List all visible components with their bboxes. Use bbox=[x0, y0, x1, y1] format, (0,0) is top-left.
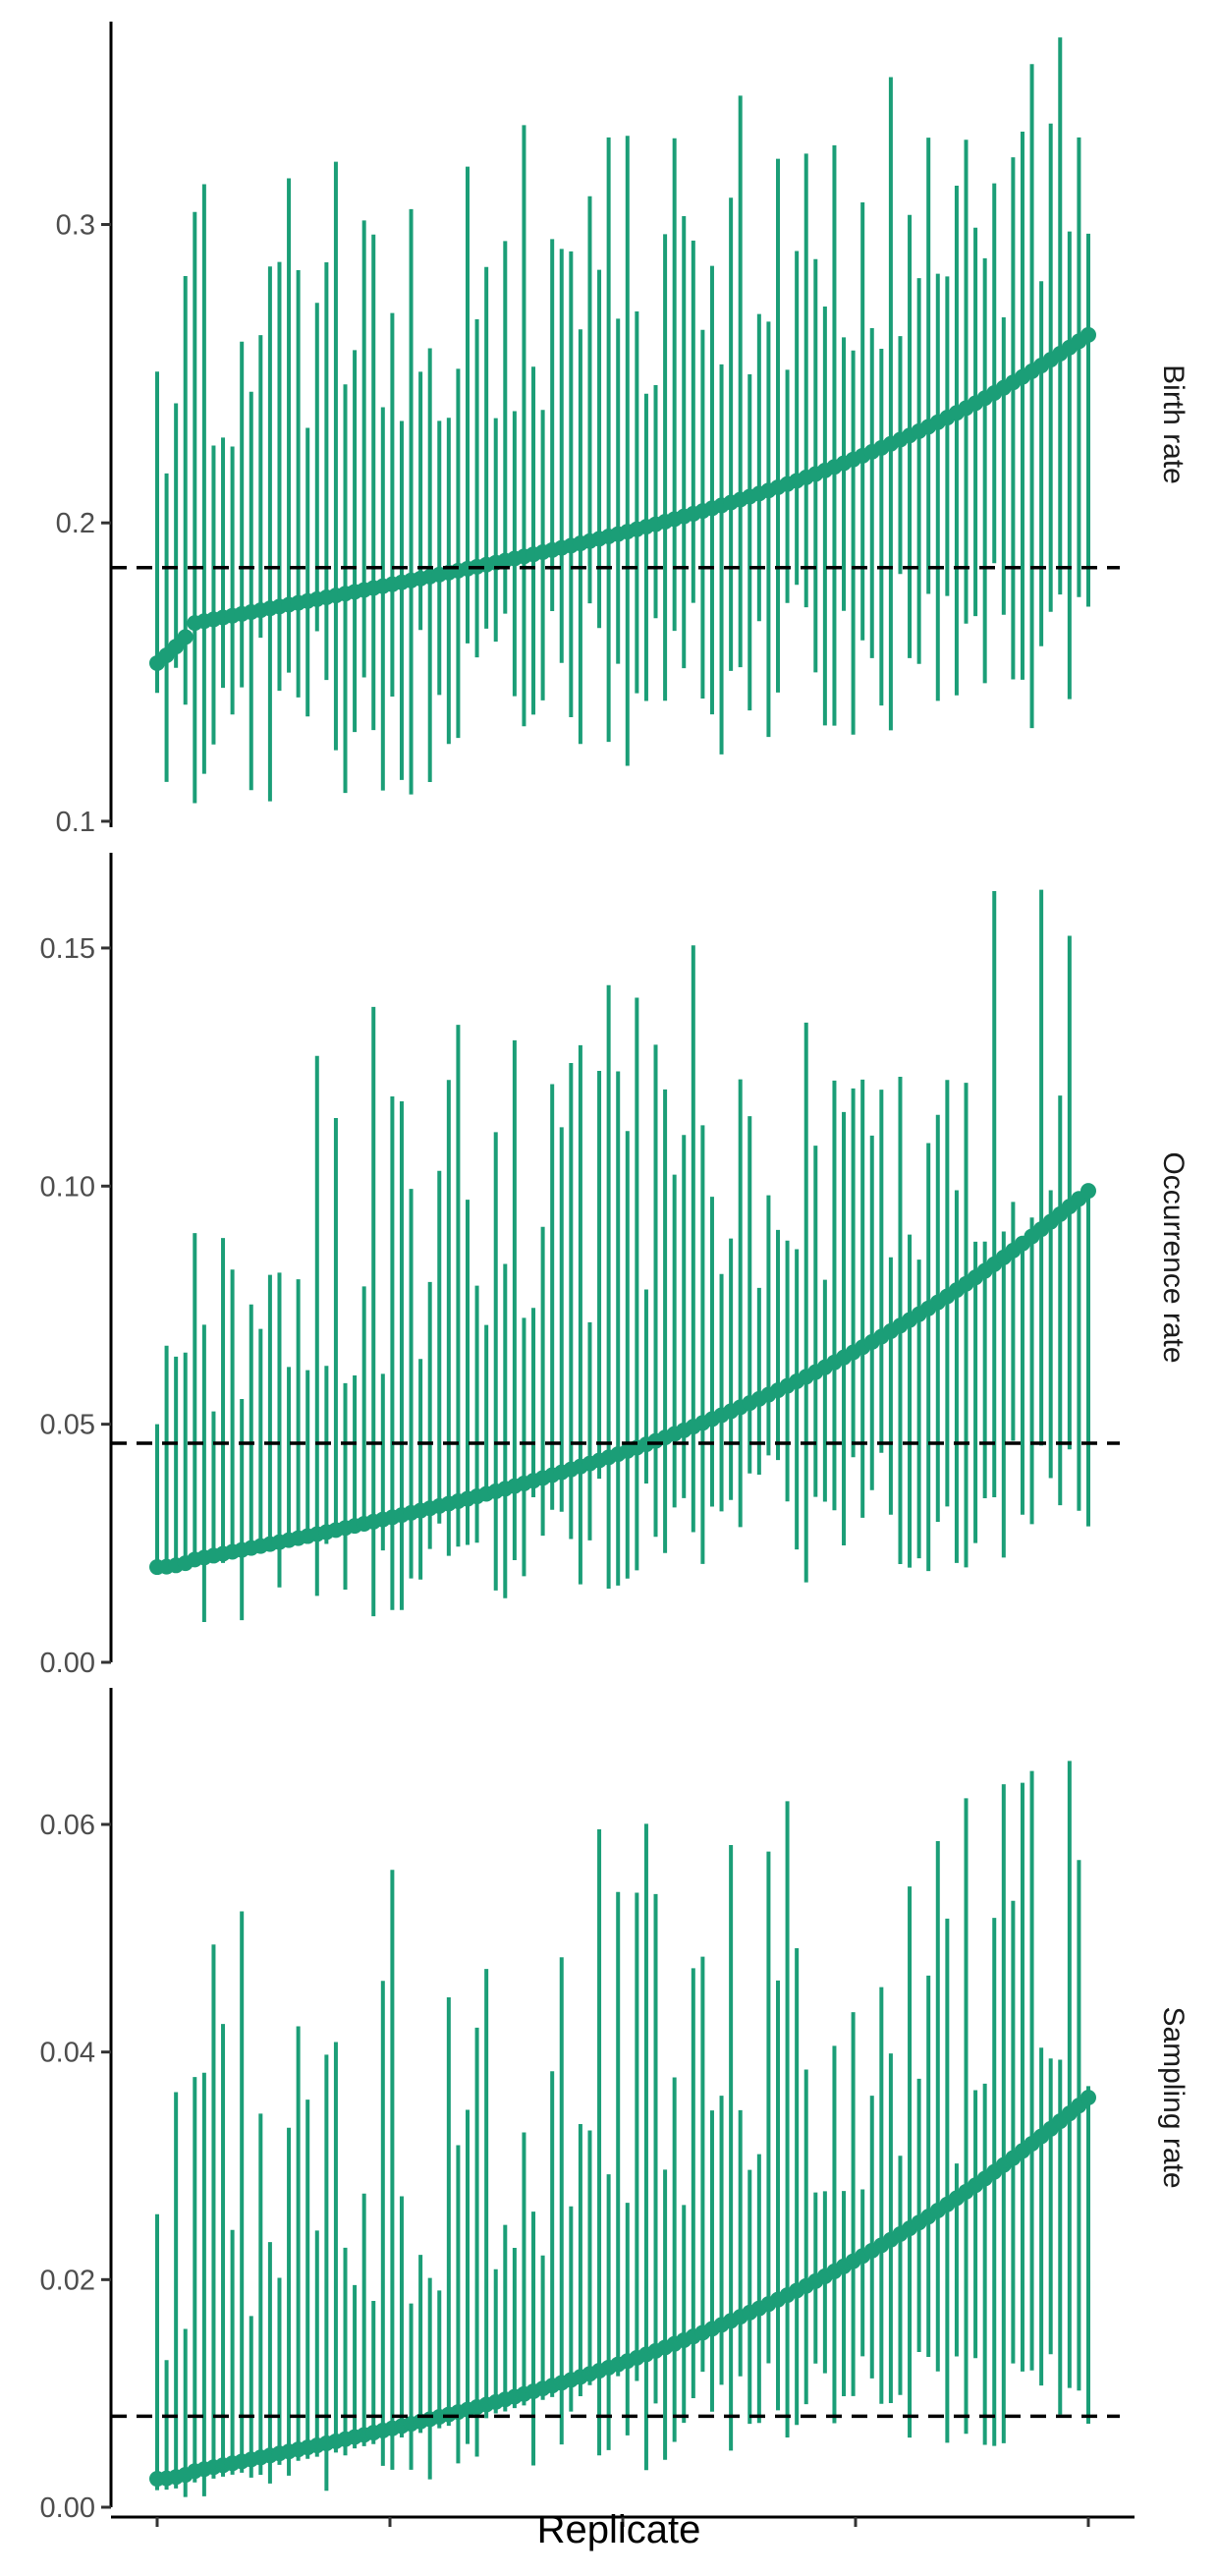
median-point bbox=[1080, 2090, 1096, 2105]
y-tick-label: 0.1 bbox=[56, 807, 95, 838]
panel-strip-label: Birth rate bbox=[1157, 364, 1190, 484]
panel-strip-label: Occurrence rate bbox=[1157, 1151, 1190, 1363]
x-axis-title: Replicate bbox=[537, 2508, 701, 2551]
y-tick-label: 0.2 bbox=[56, 508, 95, 539]
y-tick-label: 0.04 bbox=[40, 2038, 95, 2069]
median-point bbox=[1080, 326, 1096, 343]
y-tick-label: 0.06 bbox=[40, 1810, 95, 1841]
y-tick-label: 0.00 bbox=[40, 1648, 95, 1679]
y-tick-label: 0.10 bbox=[40, 1171, 95, 1203]
y-tick-label: 0.3 bbox=[56, 210, 95, 242]
y-tick-label: 0.00 bbox=[40, 2492, 95, 2524]
y-tick-label: 0.02 bbox=[40, 2265, 95, 2296]
median-point bbox=[177, 629, 194, 645]
median-point bbox=[1080, 1183, 1096, 1200]
panel-birth-rate: 0.1 0.2 0.3 Birth rate bbox=[56, 22, 1190, 838]
x-axis bbox=[111, 2515, 1135, 2527]
panel-occurrence-rate: 0.00 0.05 0.10 0.15 Occurrence rate bbox=[40, 853, 1190, 1679]
y-tick-label: 0.15 bbox=[40, 933, 95, 965]
panel-sampling-rate: 0.00 0.02 0.04 0.06 Sampling rate bbox=[40, 1688, 1190, 2524]
y-tick-label: 0.05 bbox=[40, 1410, 95, 1441]
panel-strip-label: Sampling rate bbox=[1157, 2006, 1190, 2188]
